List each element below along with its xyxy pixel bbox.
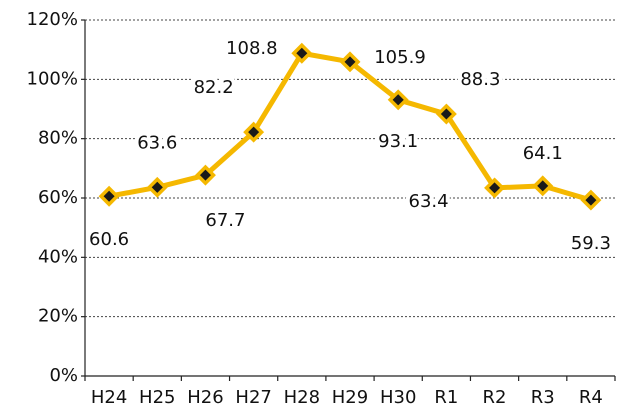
data-label: 93.1: [378, 131, 418, 152]
data-label: 64.1: [523, 143, 563, 164]
x-tick-label: H29: [332, 387, 368, 408]
line: [108, 50, 592, 203]
data-label: 105.9: [374, 47, 426, 68]
x-tick-label: R4: [579, 387, 603, 408]
x-tick-label: R1: [434, 387, 458, 408]
data-label: 108.8: [226, 38, 278, 59]
y-tick-label: 40%: [38, 246, 78, 267]
x-tick-label: R3: [531, 387, 555, 408]
marker: [387, 89, 409, 111]
x-tick-label: H26: [187, 387, 223, 408]
data-label: 82.2: [194, 77, 234, 98]
data-label: 59.3: [571, 233, 611, 254]
grid: 0% 20% 40% 60% 80% 100% 120% H24 H25 H26 H27 H28 H29…: [27, 9, 616, 408]
x-tick-label: R2: [483, 387, 507, 408]
x-tick-label: H24: [91, 387, 127, 408]
x-tick-label: H30: [380, 387, 416, 408]
marker: [484, 177, 506, 199]
data-labels: 60.6 63.6 67.7 82.2 108.8 105.9 93.1 88.3 63.4 64…: [85, 34, 615, 258]
marker: [339, 51, 361, 73]
y-tick-label: 60%: [38, 187, 78, 208]
marker: [194, 164, 216, 186]
data-label: 67.7: [205, 210, 245, 231]
x-tick-label: H25: [139, 387, 175, 408]
y-tick-label: 100%: [27, 68, 78, 89]
y-tick-label: 80%: [38, 128, 78, 149]
marker: [98, 185, 120, 207]
marker: [580, 189, 602, 211]
y-tick-label: 20%: [38, 306, 78, 327]
y-tick-label: 0%: [49, 365, 78, 386]
marks: [98, 42, 602, 211]
marker: [146, 176, 168, 198]
x-tick-label: H28: [284, 387, 320, 408]
data-label: 63.6: [137, 132, 177, 153]
y-tick-label: 120%: [27, 9, 78, 30]
marker: [435, 103, 457, 125]
data-label: 63.4: [409, 191, 449, 212]
data-label: 60.6: [89, 229, 129, 250]
marker: [243, 121, 265, 143]
x-tick-label: H27: [235, 387, 271, 408]
marker: [291, 42, 313, 64]
marker: [532, 175, 554, 197]
data-label: 88.3: [460, 69, 500, 90]
